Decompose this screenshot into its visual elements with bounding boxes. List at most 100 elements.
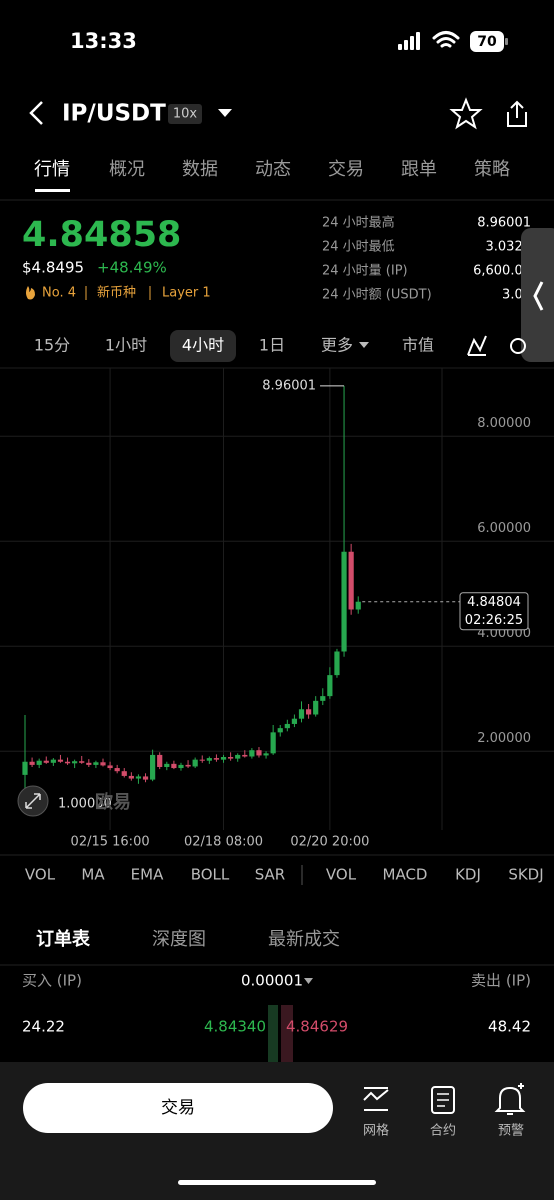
leverage: 10x (173, 107, 198, 122)
timeframe[interactable]: 1小时 (105, 336, 147, 355)
candle-body (22, 761, 28, 775)
expand-icon (25, 793, 41, 809)
candle-body (213, 758, 220, 760)
ask-depth-bar (281, 1005, 293, 1062)
tab[interactable]: 数据 (182, 159, 218, 180)
orderbook-tab[interactable]: 深度图 (152, 929, 206, 950)
indicator[interactable]: MA (81, 866, 105, 884)
action-label[interactable]: 预警 (498, 1123, 524, 1139)
timeframe[interactable]: 4小时 (182, 336, 224, 355)
tab[interactable]: 行情 (34, 159, 70, 180)
orderbook-tab[interactable]: 最新成交 (268, 929, 340, 950)
ask-amount: 48.42 (488, 1018, 531, 1036)
precision-dropdown[interactable] (304, 978, 313, 984)
indicator[interactable]: SAR (255, 866, 285, 884)
tag: Layer 1 (162, 286, 211, 301)
timeframe[interactable]: 更多 (321, 336, 353, 355)
indicator[interactable]: BOLL (191, 866, 230, 884)
action-label[interactable]: 网格 (363, 1123, 389, 1139)
fire-icon (26, 286, 35, 300)
candle-body (86, 762, 92, 765)
candle-body (298, 709, 305, 719)
back-button[interactable] (29, 101, 43, 125)
candle-body (220, 757, 227, 760)
precision-selector[interactable]: 0.00001 (241, 972, 303, 990)
candle-body (192, 759, 198, 767)
wifi-icon (432, 31, 460, 48)
low-marker-label: 1.00000 (58, 796, 112, 811)
indicator[interactable]: SKDJ (508, 866, 543, 884)
candle-body (306, 709, 312, 715)
side-drawer-handle[interactable] (521, 228, 554, 362)
candle-body (320, 696, 326, 701)
tab[interactable]: 策略 (474, 159, 510, 180)
candle-body (36, 760, 42, 765)
candle-body (178, 764, 184, 769)
orderbook-tab[interactable]: 订单表 (36, 928, 91, 950)
share-button[interactable] (507, 100, 527, 127)
candle-body (128, 775, 134, 779)
stat-value: 3.0329 (486, 240, 532, 255)
pair-dropdown[interactable] (218, 109, 232, 117)
x-tick-label: 02/15 16:00 (71, 835, 150, 850)
stat-value: 8.96001 (477, 216, 531, 231)
candle-body (93, 762, 99, 765)
bid-price: 4.84340 (204, 1018, 266, 1036)
candle-body (157, 754, 163, 767)
stat-label: 24 小时最低 (322, 240, 395, 255)
candle-body (142, 776, 149, 780)
trade-button-label[interactable]: 交易 (161, 1098, 195, 1118)
candle-body (327, 675, 333, 697)
candle-body (72, 761, 78, 764)
action-label[interactable]: 合约 (430, 1124, 456, 1139)
candle-body (43, 760, 49, 763)
more-dropdown[interactable] (359, 342, 369, 348)
price-tag-countdown: 02:26:25 (465, 613, 523, 628)
candle-body (64, 761, 71, 764)
timeframe[interactable]: 市值 (402, 336, 434, 355)
indicator[interactable]: VOL (326, 866, 357, 884)
alert-icon[interactable] (494, 1083, 526, 1115)
candle-body (277, 728, 283, 733)
pair-title[interactable]: IP/USDT (62, 101, 166, 127)
bid-depth-bar (268, 1005, 278, 1062)
candle-body (228, 757, 234, 759)
indicator[interactable]: KDJ (455, 866, 481, 884)
candle-body (235, 754, 241, 759)
contract-icon[interactable] (431, 1086, 455, 1114)
candle-body (355, 601, 361, 610)
stat-label: 24 小时最高 (322, 215, 395, 231)
settings-button[interactable] (510, 338, 526, 354)
candle-body (114, 768, 120, 772)
ask-price: 4.84629 (286, 1018, 348, 1036)
buy-header: 买入 (IP) (22, 972, 82, 990)
leverage-badge (168, 104, 202, 124)
tab[interactable]: 概况 (109, 159, 145, 180)
timeframe[interactable]: 15分 (34, 336, 70, 355)
indicator[interactable]: EMA (131, 866, 164, 884)
tab[interactable]: 跟单 (401, 159, 437, 180)
candle-body (256, 750, 262, 756)
indicator-button[interactable] (467, 335, 487, 356)
y-tick-label: 8.00000 (477, 416, 531, 431)
favorite-button[interactable] (449, 97, 483, 130)
watermark: 欧易 (95, 791, 131, 813)
candle-body (185, 764, 191, 767)
battery-tip (505, 38, 508, 45)
indicator[interactable]: MACD (383, 866, 428, 884)
last-price: 4.84858 (22, 215, 181, 255)
candle-body (150, 754, 156, 780)
battery-icon (470, 31, 504, 52)
grid-icon[interactable] (363, 1087, 389, 1111)
x-tick-label: 02/20 20:00 (290, 835, 369, 850)
indicator[interactable]: VOL (25, 866, 56, 884)
timeframe[interactable]: 1日 (259, 336, 285, 355)
y-tick-label: 2.00000 (477, 731, 531, 746)
candle-body (206, 758, 212, 761)
battery-level: 70 (477, 34, 497, 50)
tab[interactable]: 动态 (255, 159, 291, 180)
trade-button[interactable] (23, 1083, 333, 1133)
stat-label: 24 小时额 (USDT) (322, 288, 432, 303)
tab[interactable]: 交易 (328, 159, 364, 180)
